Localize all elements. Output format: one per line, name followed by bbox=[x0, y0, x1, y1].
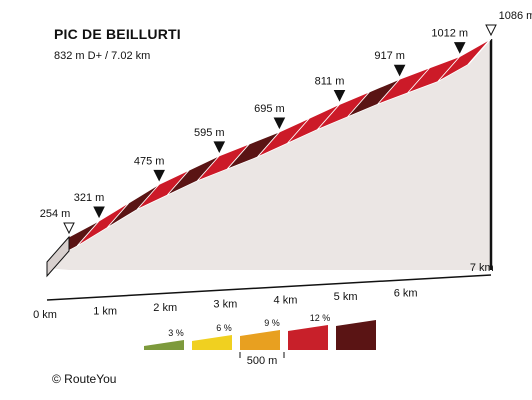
x-tick-label: 2 km bbox=[153, 302, 177, 314]
x-axis: 0 km 1 km 2 km 3 km 4 km 5 km 6 km 7 km bbox=[33, 262, 494, 321]
gradient-swatch bbox=[192, 335, 232, 350]
x-tick-label: 5 km bbox=[334, 291, 358, 303]
scale-label: 500 m bbox=[247, 355, 278, 367]
page-title: PIC DE BEILLURTI bbox=[54, 26, 181, 42]
route-summary: 832 m D+ / 7.02 km bbox=[54, 50, 151, 62]
gradient-swatch bbox=[336, 320, 376, 350]
gradient-legend: 3 % 6 % 9 % 12 % 500 m bbox=[144, 313, 376, 367]
start-block-face bbox=[46, 235, 70, 278]
elevation-label: 1012 m bbox=[431, 28, 468, 40]
gradient-label: 9 % bbox=[264, 318, 280, 328]
gradient-swatch bbox=[288, 325, 328, 350]
elevation-marker bbox=[485, 24, 497, 37]
elevation-label: 1086 m bbox=[499, 10, 532, 22]
gradient-label: 6 % bbox=[216, 323, 232, 333]
gradient-swatch bbox=[144, 340, 184, 350]
elevation-marker bbox=[213, 141, 226, 153]
x-tick-label: 4 km bbox=[274, 295, 298, 307]
x-tick-label: 1 km bbox=[93, 305, 117, 317]
copyright-credit: © RouteYou bbox=[52, 372, 117, 386]
profile-segment bbox=[467, 38, 492, 66]
elevation-label: 695 m bbox=[254, 103, 285, 115]
elevation-marker bbox=[453, 42, 466, 54]
elevation-label: 595 m bbox=[194, 127, 225, 139]
x-axis-line bbox=[46, 274, 492, 301]
gradient-label: 3 % bbox=[168, 328, 184, 338]
elevation-label: 475 m bbox=[134, 155, 165, 167]
elevation-label: 917 m bbox=[374, 50, 405, 62]
x-tick-label: 3 km bbox=[213, 298, 237, 310]
elevation-marker bbox=[333, 89, 346, 102]
x-tick-label: 7 km bbox=[470, 262, 494, 274]
elevation-marker bbox=[273, 117, 286, 130]
elevation-label: 254 m bbox=[40, 208, 71, 220]
gradient-swatch bbox=[240, 330, 280, 350]
elevation-marker bbox=[153, 169, 165, 182]
profile-ribbon-layer bbox=[46, 38, 492, 278]
x-tick-label: 0 km bbox=[33, 309, 57, 321]
elevation-marker bbox=[63, 222, 75, 235]
elevation-marker bbox=[93, 206, 105, 219]
elevation-label: 321 m bbox=[74, 192, 105, 204]
elevation-marker bbox=[393, 64, 406, 77]
x-tick-label: 6 km bbox=[394, 288, 418, 300]
elevation-label: 811 m bbox=[315, 75, 345, 87]
gradient-label: 12 % bbox=[310, 313, 331, 323]
